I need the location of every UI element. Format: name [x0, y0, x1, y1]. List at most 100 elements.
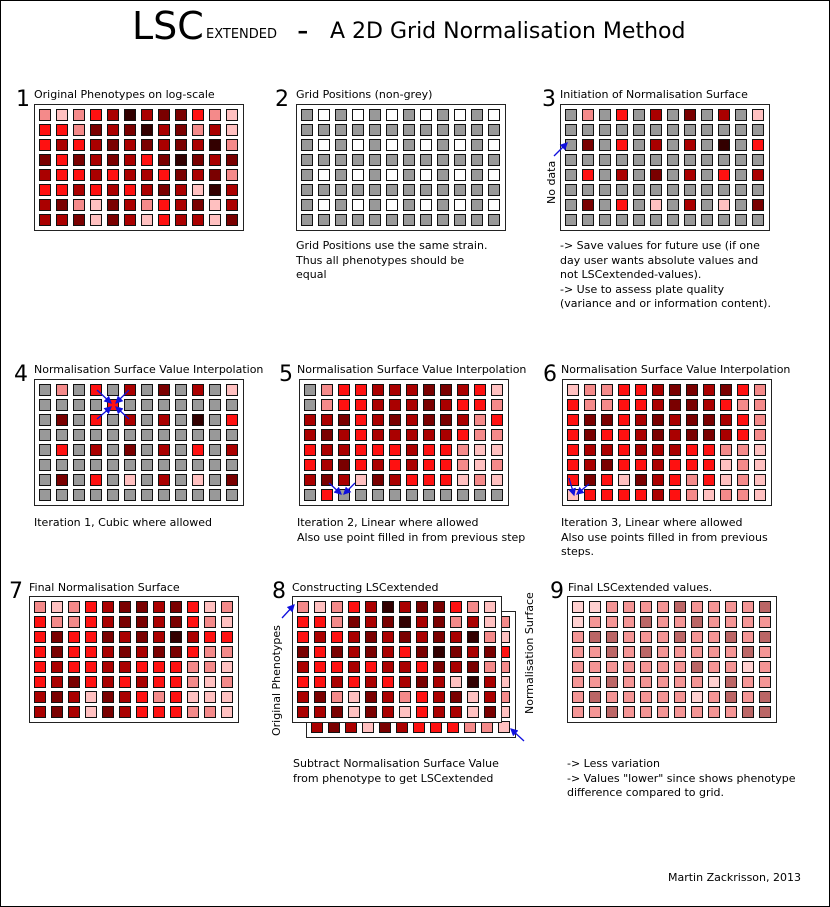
grid-cell — [85, 706, 97, 718]
grid-cell — [567, 474, 579, 486]
grid-cell — [633, 154, 645, 166]
grid-cell — [187, 646, 199, 658]
note-line: equal — [296, 268, 327, 281]
grid-cell — [650, 214, 662, 226]
grid-cell — [314, 706, 326, 718]
grid-cell — [73, 199, 85, 211]
grid-cell — [107, 399, 119, 411]
grid-cell — [136, 631, 148, 643]
grid-cell — [226, 169, 238, 181]
grid-cell — [365, 661, 377, 673]
grid-cell — [221, 676, 233, 688]
grid-cell — [437, 214, 449, 226]
grid-cell — [56, 154, 68, 166]
grid-cell — [141, 474, 153, 486]
grid-cell — [153, 646, 165, 658]
grid-cell — [403, 214, 415, 226]
grid-cell — [416, 616, 428, 628]
grid-cell — [754, 429, 766, 441]
grid-cell — [416, 631, 428, 643]
grid-cell — [34, 661, 46, 673]
grid-cell — [650, 124, 662, 136]
grid-cell — [348, 676, 360, 688]
note-line: Also use point filled in from previous s… — [297, 530, 526, 544]
grid-cell — [640, 661, 652, 673]
grid-cell — [34, 691, 46, 703]
grid-cell — [68, 601, 80, 613]
grid-cell — [669, 399, 681, 411]
grid-cell — [331, 676, 343, 688]
grid-cell — [141, 199, 153, 211]
grid-cell — [90, 139, 102, 151]
grid-cell — [389, 399, 401, 411]
grid-cell — [226, 489, 238, 501]
grid-cell — [389, 474, 401, 486]
grid-cell — [73, 489, 85, 501]
grid-cell — [735, 184, 747, 196]
grid-cell — [440, 429, 452, 441]
grid-cell — [652, 489, 664, 501]
grid-cell — [491, 399, 503, 411]
grid-cell — [701, 124, 713, 136]
grid-cell — [667, 109, 679, 121]
grid-cell — [691, 631, 703, 643]
grid-cell — [175, 489, 187, 501]
grid-cell — [616, 154, 628, 166]
grid-cell — [352, 109, 364, 121]
grid-cell — [484, 706, 496, 718]
grid-cell — [85, 601, 97, 613]
grid-cell — [450, 691, 462, 703]
grid-cell — [141, 109, 153, 121]
grid-cell — [601, 384, 613, 396]
grid-cell — [73, 139, 85, 151]
grid-cell — [107, 154, 119, 166]
grid-cell — [107, 214, 119, 226]
grid-cell — [420, 109, 432, 121]
grid-cell — [582, 169, 594, 181]
grid-cell — [301, 199, 313, 211]
grid-cell — [56, 474, 68, 486]
grid-cell — [599, 184, 611, 196]
grid-cell — [633, 139, 645, 151]
note-line: Iteration 2, Linear where allowed — [297, 516, 479, 529]
grid-cell — [399, 706, 411, 718]
grid-cell — [107, 199, 119, 211]
grid-cell — [735, 124, 747, 136]
grid-cell — [623, 676, 635, 688]
grid-cell — [599, 124, 611, 136]
grid-cell — [582, 139, 594, 151]
grid-cell — [589, 691, 601, 703]
grid-cell — [454, 154, 466, 166]
grid-cell — [90, 474, 102, 486]
grid-cell — [348, 661, 360, 673]
grid-cell — [141, 489, 153, 501]
grid-cell — [318, 109, 330, 121]
grid-cell — [158, 384, 170, 396]
grid-cell — [684, 199, 696, 211]
grid-cell — [674, 601, 686, 613]
grid-cell — [399, 631, 411, 643]
grid-cell — [735, 214, 747, 226]
grid-cell — [720, 474, 732, 486]
step-number-6: 6 — [543, 362, 557, 387]
grid-cell — [318, 124, 330, 136]
grid-cell — [338, 414, 350, 426]
grid-cell — [423, 474, 435, 486]
grid-cell — [423, 384, 435, 396]
grid-cell — [450, 706, 462, 718]
grid-cell — [491, 429, 503, 441]
grid-cell — [352, 154, 364, 166]
grid-cell — [599, 199, 611, 211]
grid-cell — [708, 631, 720, 643]
grid-cell — [406, 384, 418, 396]
grid-cell — [674, 661, 686, 673]
grid-cell — [599, 214, 611, 226]
grid-cell — [338, 384, 350, 396]
grid-cell — [652, 459, 664, 471]
note-line: -> Less variation — [567, 757, 660, 770]
grid-cell — [221, 616, 233, 628]
grid-cell — [450, 601, 462, 613]
note-line: -> Use to assess plate quality — [560, 282, 725, 296]
grid-cell — [718, 184, 730, 196]
panel-9-label: Final LSCextended values. — [568, 581, 713, 594]
